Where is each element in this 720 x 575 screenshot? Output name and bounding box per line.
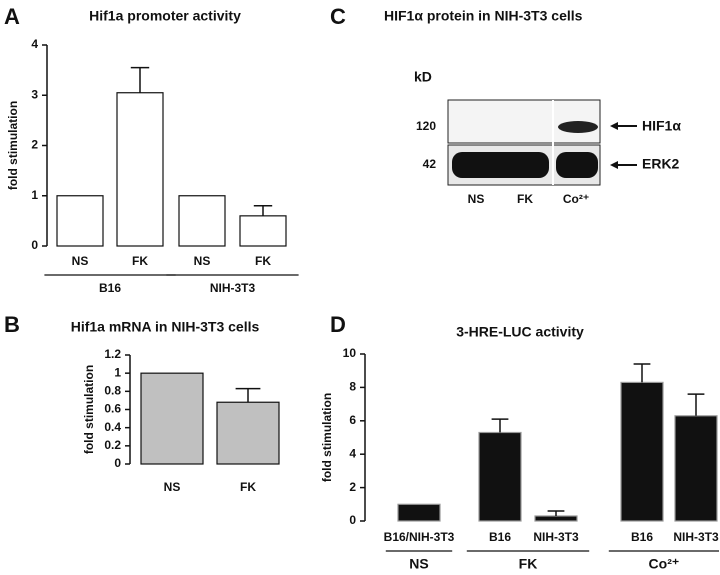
panel-letter: C (330, 4, 346, 29)
group-label: NS (409, 556, 428, 572)
chart-title: Hif1a mRNA in NIH-3T3 cells (71, 319, 260, 335)
blot (447, 99, 637, 186)
y-tick-label: 0.4 (104, 420, 121, 434)
x-tick-label: B16 (489, 530, 511, 544)
y-axis-label: fold stimulation (82, 365, 96, 454)
group-label: NIH-3T3 (210, 281, 256, 295)
y-axis-label: fold stimulation (6, 101, 20, 190)
x-tick-label: B16 (631, 530, 653, 544)
chart-title: 3-HRE-LUC activity (456, 324, 584, 340)
bar (239, 215, 287, 247)
panel-letter: D (330, 312, 346, 337)
y-tick-label: 1 (31, 188, 38, 202)
x-tick-label: B16/NIH-3T3 (384, 530, 455, 544)
y-tick-label: 0.6 (104, 402, 121, 416)
y-tick-label: 0 (31, 238, 38, 252)
chart-title: HIF1α protein in NIH-3T3 cells (384, 8, 583, 24)
y-tick-label: 4 (349, 446, 356, 460)
unit-label: kD (414, 69, 432, 85)
lane-label: FK (517, 192, 533, 206)
bar (216, 401, 280, 465)
y-tick-label: 0.2 (104, 438, 121, 452)
bar (534, 515, 578, 522)
bar (397, 503, 441, 522)
y-tick-label: 6 (349, 413, 356, 427)
x-tick-label: FK (240, 480, 256, 494)
x-tick-label: FK (132, 254, 148, 268)
y-tick-label: 2 (349, 480, 356, 494)
band-size: 120 (416, 119, 436, 133)
bar (478, 431, 522, 522)
y-tick-label: 3 (31, 87, 38, 101)
y-tick-label: 8 (349, 380, 356, 394)
bar (178, 195, 226, 247)
bar (674, 415, 718, 522)
y-axis-label: fold stimulation (320, 393, 334, 482)
x-tick-label: NIH-3T3 (533, 530, 579, 544)
bar (56, 195, 104, 247)
group-label: FK (519, 556, 538, 572)
band-name: ERK2 (642, 156, 680, 172)
lane-label: Co²⁺ (563, 192, 589, 206)
y-tick-label: 4 (31, 37, 38, 51)
group-label: B16 (99, 281, 121, 295)
bar (620, 381, 664, 522)
lane-label: NS (468, 192, 485, 206)
bar (116, 92, 164, 247)
y-tick-label: 10 (343, 346, 357, 360)
band (556, 152, 598, 178)
bar (140, 372, 204, 465)
x-tick-label: NS (164, 480, 181, 494)
y-tick-label: 1 (114, 365, 121, 379)
band-size: 42 (423, 157, 437, 171)
group-label: Co²⁺ (649, 556, 680, 572)
x-tick-label: NS (72, 254, 89, 268)
x-tick-label: FK (255, 254, 271, 268)
x-tick-label: NIH-3T3 (673, 530, 719, 544)
y-tick-label: 2 (31, 138, 38, 152)
chart-title: Hif1a promoter activity (89, 8, 241, 24)
x-tick-label: NS (194, 254, 211, 268)
band (452, 152, 549, 178)
arrow (610, 122, 618, 130)
band (558, 121, 598, 133)
y-tick-label: 0.8 (104, 384, 121, 398)
y-tick-label: 0 (114, 456, 121, 470)
y-tick-label: 1.2 (104, 347, 121, 361)
band-name: HIF1α (642, 118, 681, 134)
y-tick-label: 0 (349, 513, 356, 527)
panel-letter: B (4, 312, 20, 337)
arrow (610, 161, 618, 169)
panel-letter: A (4, 4, 20, 29)
